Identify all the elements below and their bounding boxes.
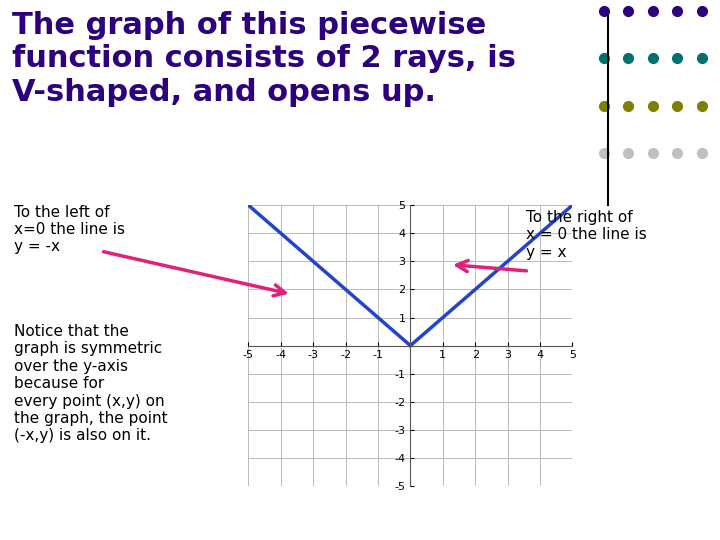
Text: To the right of
x = 0 the line is
y = x: To the right of x = 0 the line is y = x [526,210,647,260]
Text: The graph of this piecewise
function consists of 2 rays, is
V-shaped, and opens : The graph of this piecewise function con… [12,11,516,107]
Text: To the left of
x=0 the line is
y = -x: To the left of x=0 the line is y = -x [14,205,125,254]
Text: Notice that the
graph is symmetric
over the y-axis
because for
every point (x,y): Notice that the graph is symmetric over … [14,324,168,443]
